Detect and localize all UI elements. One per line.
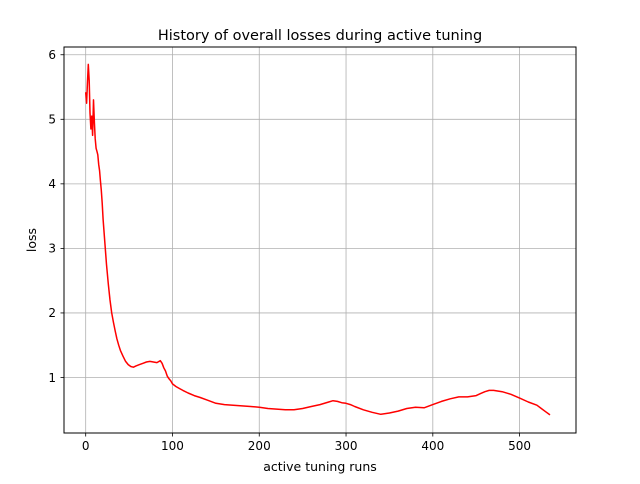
x-tick-label: 0 (82, 439, 90, 453)
plot-area-frame (63, 46, 577, 434)
y-tick-label: 5 (48, 113, 56, 127)
y-tick-label: 1 (48, 371, 56, 385)
x-axis: 0 100 200 300 400 500 (82, 433, 531, 453)
y-axis: 1 2 3 4 5 6 (48, 48, 64, 385)
y-tick-label: 6 (48, 48, 56, 62)
loss-series-line (84, 63, 551, 416)
y-axis-label: loss (24, 228, 39, 252)
y-tick-label: 3 (48, 242, 56, 256)
series-layer (84, 63, 551, 416)
x-tick-label: 100 (161, 439, 184, 453)
y-tick-label: 2 (48, 306, 56, 320)
x-tick-label: 500 (508, 439, 531, 453)
chart-title: History of overall losses during active … (158, 28, 482, 44)
grid-layer (64, 47, 576, 433)
x-tick-label: 200 (248, 439, 271, 453)
x-tick-label: 300 (335, 439, 358, 453)
x-tick-label: 400 (421, 439, 444, 453)
y-tick-label: 4 (48, 177, 56, 191)
x-axis-label: active tuning runs (263, 459, 377, 474)
